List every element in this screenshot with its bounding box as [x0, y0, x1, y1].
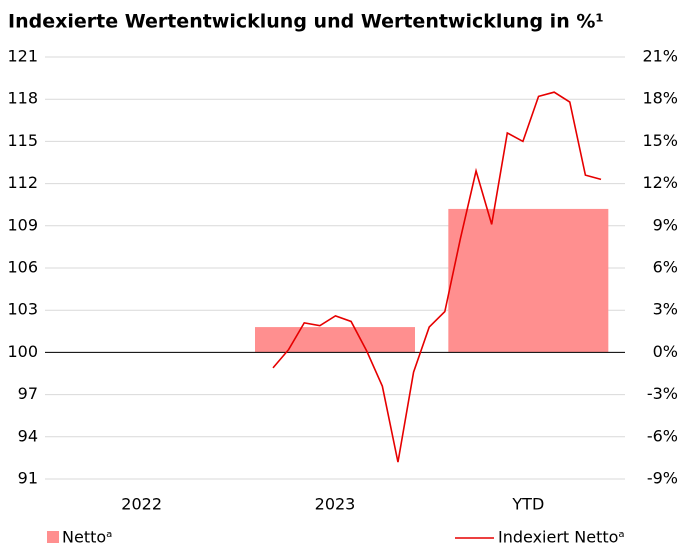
x-tick-label: YTD — [511, 495, 544, 514]
y2-tick-label: 12% — [642, 173, 678, 192]
bar — [448, 208, 609, 353]
y2-tick-label: 6% — [653, 258, 678, 277]
y2-tick-label: -9% — [647, 469, 678, 488]
y-tick-label: 121 — [7, 47, 38, 66]
chart-title: Indexierte Wertentwicklung und Wertentwi… — [8, 11, 604, 33]
y2-tick-label: 0% — [653, 342, 678, 361]
bar — [255, 327, 415, 353]
y2-tick-label: -6% — [647, 426, 678, 445]
x-tick-label: 2022 — [121, 495, 162, 514]
legend-swatch — [47, 531, 59, 543]
y2-tick-label: 3% — [653, 300, 678, 319]
legend-label: Indexiert Nettoᵃ — [498, 528, 625, 547]
y-tick-label: 91 — [18, 469, 38, 488]
y2-tick-label: 21% — [642, 47, 678, 66]
y-tick-label: 115 — [7, 131, 38, 150]
y-tick-label: 106 — [7, 258, 38, 277]
y2-tick-label: -3% — [647, 384, 678, 403]
y-tick-label: 97 — [18, 384, 38, 403]
y-tick-label: 118 — [7, 89, 38, 108]
y-tick-label: 109 — [7, 215, 38, 234]
x-tick-label: 2023 — [315, 495, 356, 514]
y2-tick-label: 15% — [642, 131, 678, 150]
legend-label: Nettoᵃ — [62, 528, 112, 547]
y-tick-label: 103 — [7, 300, 38, 319]
y2-tick-label: 18% — [642, 89, 678, 108]
y-tick-label: 100 — [7, 342, 38, 361]
y2-tick-label: 9% — [653, 215, 678, 234]
y-tick-label: 112 — [7, 173, 38, 192]
y-tick-label: 94 — [18, 426, 38, 445]
index-line — [272, 91, 602, 463]
